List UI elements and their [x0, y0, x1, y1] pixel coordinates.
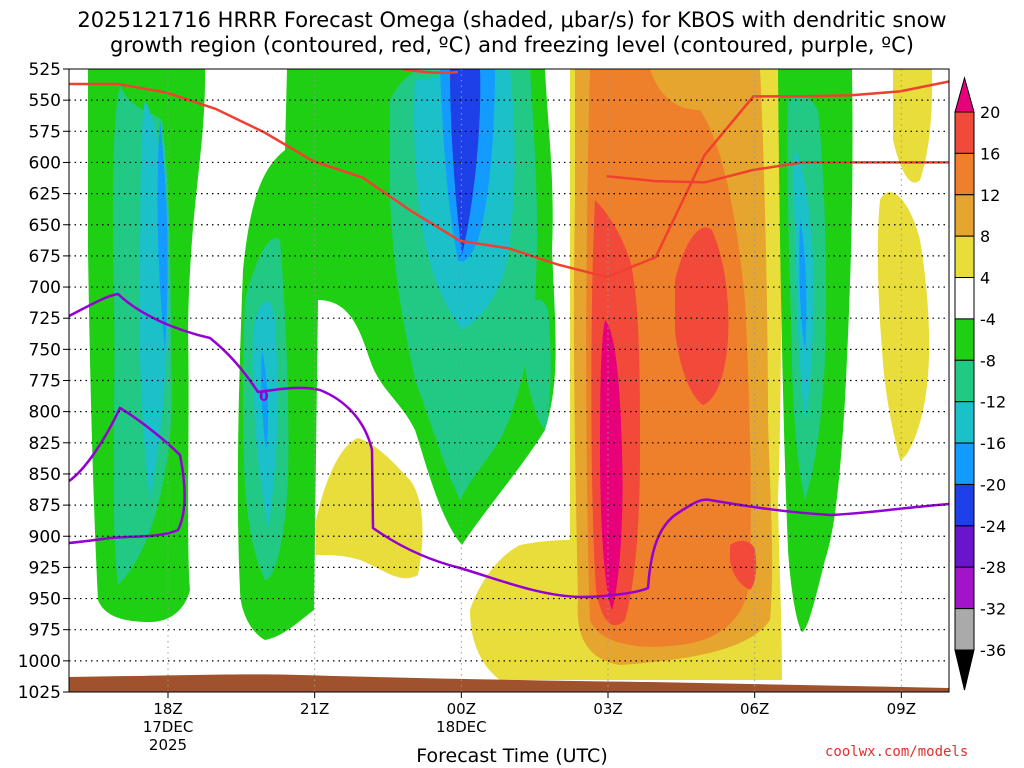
- y-tick-label: 875: [29, 496, 61, 516]
- colorbar-label: 12: [980, 186, 1000, 205]
- colorbar-swatch: [954, 235, 975, 279]
- colorbar-top-arrow: [954, 76, 975, 113]
- colorbar-label: -28: [980, 558, 1006, 577]
- colorbar-label: -4: [980, 310, 996, 329]
- y-tick-label: 1025: [18, 683, 61, 703]
- credit-text: coolwx.com/models: [825, 744, 969, 760]
- y-tick-label: 800: [29, 403, 61, 423]
- y-tick-label: 950: [29, 590, 61, 610]
- x-tick-year-label: 2025: [149, 736, 187, 754]
- terrain: [69, 674, 949, 692]
- colorbar-swatch: [954, 359, 975, 403]
- colorbar-label: -16: [980, 434, 1006, 453]
- y-tick-label: 750: [29, 340, 61, 360]
- y-tick-label: 975: [29, 621, 61, 641]
- y-tick-label: 525: [29, 60, 61, 80]
- dgz-top-contour: [69, 80, 949, 279]
- colorbar-swatch: [954, 194, 975, 237]
- y-tick-label: 700: [29, 278, 61, 298]
- freezing-level-contour: [69, 406, 186, 545]
- y-tick-label: 600: [29, 153, 61, 173]
- colorbar-swatch: [954, 318, 975, 361]
- y-tick-label: 775: [29, 372, 61, 392]
- x-tick-date-label: 18DEC: [436, 718, 487, 736]
- colorbar-swatch: [954, 442, 975, 485]
- colorbar-swatch: [954, 483, 975, 527]
- omega-positive-region: [675, 227, 729, 405]
- colorbar: 20 16 12 8 4 -4 -8 -12 -16 -20 -24 -28 -32 -36: [954, 76, 1006, 691]
- y-tick-label: 625: [29, 185, 61, 205]
- x-tick-label: 18Z: [153, 700, 182, 718]
- colorbar-label: 20: [980, 103, 1000, 122]
- plot-area: 0: [69, 69, 949, 692]
- colorbar-swatch: [954, 277, 975, 320]
- y-tick-label: 925: [29, 558, 61, 578]
- y-tick-label: 650: [29, 216, 61, 236]
- omega-negative-region: [799, 220, 807, 350]
- colorbar-label: -12: [980, 393, 1006, 412]
- omega-shading: [88, 69, 933, 680]
- x-axis-title: Forecast Time (UTC): [416, 745, 608, 767]
- colorbar-label: -32: [980, 600, 1006, 619]
- colorbar-label: -8: [980, 351, 996, 370]
- freezing-level-label: 0: [259, 389, 269, 405]
- y-axis: 525 550 575 600 625 650 675 700 725 750 775 800 825 8…: [18, 60, 69, 703]
- freezing-level-contour: [69, 292, 949, 599]
- y-tick-label: 575: [29, 122, 61, 142]
- colorbar-label: -24: [980, 517, 1006, 536]
- y-tick-label: 550: [29, 91, 61, 111]
- y-tick-label: 900: [29, 527, 61, 547]
- colorbar-swatch: [954, 152, 975, 196]
- omega-negative-region: [261, 350, 269, 450]
- omega-positive-region: [730, 540, 757, 590]
- colorbar-label: -36: [980, 641, 1006, 660]
- colorbar-swatch: [954, 401, 975, 444]
- y-tick-label: 675: [29, 247, 61, 267]
- chart-title-line2: growth region (contoured, red, ºC) and f…: [110, 33, 914, 57]
- x-tick-label: 21Z: [300, 700, 329, 718]
- omega-negative-region: [520, 299, 551, 430]
- omega-positive-region: [877, 192, 930, 460]
- omega-positive-region: [893, 69, 933, 183]
- colorbar-label: 8: [980, 227, 990, 246]
- colorbar-swatch: [954, 608, 975, 651]
- colorbar-label: -20: [980, 475, 1006, 494]
- grid: [69, 69, 949, 692]
- dgz-bottom-contour: [606, 161, 949, 184]
- x-tick-label: 00Z: [447, 700, 476, 718]
- x-tick-label: 06Z: [740, 700, 769, 718]
- x-tick-date-label: 17DEC: [143, 718, 194, 736]
- chart-title-line1: 2025121716 HRRR Forecast Omega (shaded, …: [77, 8, 947, 32]
- colorbar-bottom-arrow: [954, 649, 975, 691]
- x-tick-label: 09Z: [887, 700, 916, 718]
- omega-negative-region: [157, 120, 168, 350]
- omega-positive-region: [600, 320, 623, 610]
- y-tick-label: 850: [29, 465, 61, 485]
- dgz-contour: [401, 69, 459, 75]
- colorbar-swatch: [954, 111, 975, 154]
- y-tick-label: 1000: [18, 652, 61, 672]
- colorbar-label: 16: [980, 144, 1000, 163]
- y-tick-label: 725: [29, 309, 61, 329]
- colorbar-swatch: [954, 566, 975, 610]
- y-tick-label: 825: [29, 434, 61, 454]
- colorbar-label: 4: [980, 269, 990, 288]
- colorbar-swatch: [954, 525, 975, 568]
- x-tick-label: 03Z: [593, 700, 622, 718]
